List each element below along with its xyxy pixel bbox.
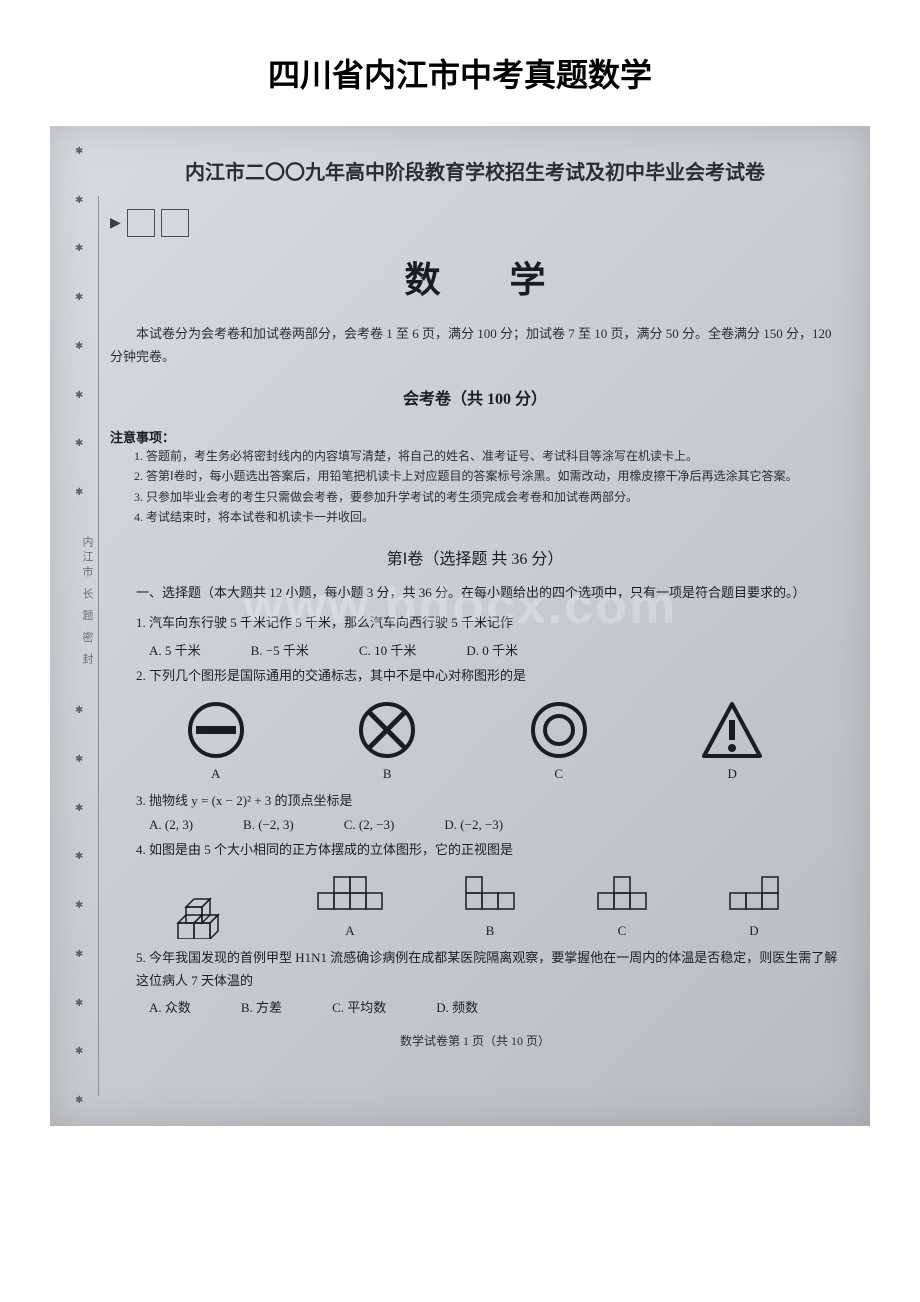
margin-x-icon: ✱: [75, 195, 95, 206]
option-a: A. (2, 3): [149, 817, 193, 833]
option-b: B. 方差: [241, 997, 282, 1016]
front-view-icon: [462, 873, 518, 917]
id-box: [127, 209, 155, 237]
shape-label: A: [211, 766, 220, 782]
part-title: 第Ⅰ卷（选择题 共 36 分）: [110, 527, 840, 579]
margin-x-icon: ✱: [75, 341, 95, 352]
option-a: A. 众数: [149, 997, 191, 1016]
option-d: D. 频数: [436, 997, 478, 1016]
notice-label: 注意事项：: [110, 421, 840, 446]
margin-x-icon: ✱: [75, 949, 95, 960]
margin-x-icon: ✱: [75, 851, 95, 862]
notice-item: 1. 答题前，考生务必将密封线内的内容填写清楚，将自己的姓名、准考证号、考试科目…: [110, 446, 840, 466]
margin-x-icon: ✱: [75, 803, 95, 814]
shape-label: B: [486, 923, 495, 939]
option-c: C. 10 千米: [359, 640, 416, 659]
shape-label: B: [383, 766, 392, 782]
front-view-icon: [726, 873, 782, 917]
shape-c: C: [529, 700, 589, 782]
shape-label: C: [554, 766, 563, 782]
id-boxes: ▶: [110, 205, 840, 241]
option-c: C. 平均数: [332, 997, 386, 1016]
arrow-right-icon: ▶: [110, 215, 121, 232]
notice-item: 2. 答第Ⅰ卷时，每小题选出答案后，用铅笔把机读卡上对应题目的答案标号涂黑。如需…: [110, 466, 840, 486]
intro-text: 本试卷分为会考卷和加试卷两部分，会考卷 1 至 6 页，满分 100 分；加试卷…: [110, 318, 840, 373]
question-4-shapes: A B C: [110, 865, 840, 943]
question-4: 4. 如图是由 5 个大小相同的正方体摆成的立体图形，它的正视图是: [110, 835, 840, 864]
notice-item: 4. 考试结束时，将本试卷和机读卡一并收回。: [110, 507, 840, 527]
question-5-options: A. 众数 B. 方差 C. 平均数 D. 频数: [110, 995, 840, 1018]
question-1: 1. 汽车向东行驶 5 千米记作 5 千米，那么汽车向西行驶 5 千米记作: [110, 608, 840, 637]
shape-a: A: [186, 700, 246, 782]
section-title: 会考卷（共 100 分）: [110, 373, 840, 421]
question-3-options: A. (2, 3) B. (−2, 3) C. (2, −3) D. (−2, …: [110, 815, 840, 835]
shape-b: B: [357, 700, 417, 782]
question-2: 2. 下列几个图形是国际通用的交通标志，其中不是中心对称图形的是: [110, 661, 840, 690]
view-d: D: [726, 873, 782, 939]
margin-x-icon: ✱: [75, 705, 95, 716]
shape-d: D: [700, 700, 764, 782]
page-footer: 数学试卷第 1 页（共 10 页）: [110, 1018, 840, 1049]
view-a: A: [314, 873, 386, 939]
front-view-icon: [314, 873, 386, 917]
margin-x-icon: ✱: [75, 292, 95, 303]
margin-seal-text: 内江市 长 题 密 封: [75, 536, 95, 668]
option-b: B. (−2, 3): [243, 817, 294, 833]
margin-marks: ✱ ✱ ✱ ✱ ✱ ✱ ✱ ✱ 内江市 长 题 密 封 ✱ ✱ ✱ ✱ ✱ ✱ …: [75, 146, 95, 1106]
subject-title: 数 学: [140, 241, 840, 318]
shape-label: D: [749, 923, 758, 939]
id-box: [161, 209, 189, 237]
margin-x-icon: ✱: [75, 1095, 95, 1106]
notice-item: 3. 只参加毕业会考的考生只需做会考卷，要参加升学考试的考生须完成会考卷和加试卷…: [110, 487, 840, 507]
view-b: B: [462, 873, 518, 939]
margin-x-icon: ✱: [75, 1046, 95, 1057]
margin-x-icon: ✱: [75, 438, 95, 449]
margin-x-icon: ✱: [75, 754, 95, 765]
margin-x-icon: ✱: [75, 998, 95, 1009]
shape-label: C: [618, 923, 627, 939]
seal-line: [98, 196, 99, 1096]
margin-x-icon: ✱: [75, 390, 95, 401]
question-2-shapes: A B C D: [110, 690, 840, 786]
warning-triangle-icon: [700, 700, 764, 760]
question-3: 3. 抛物线 y = (x − 2)² + 3 的顶点坐标是: [110, 786, 840, 815]
option-c: C. (2, −3): [344, 817, 395, 833]
cube-stack-icon: [168, 883, 238, 939]
shape-label: D: [728, 766, 737, 782]
front-view-icon: [594, 873, 650, 917]
option-d: D. (−2, −3): [444, 817, 503, 833]
option-b: B. −5 千米: [251, 640, 309, 659]
option-d: D. 0 千米: [466, 640, 518, 659]
question-group-title: 一、选择题（本大题共 12 小题，每小题 3 分，共 36 分。在每小题给出的四…: [110, 579, 840, 608]
no-stopping-icon: [357, 700, 417, 760]
view-c: C: [594, 873, 650, 939]
no-entry-icon: [186, 700, 246, 760]
margin-x-icon: ✱: [75, 146, 95, 157]
exam-header: 内江市二〇〇九年高中阶段教育学校招生考试及初中毕业会考试卷: [110, 146, 840, 205]
question-1-options: A. 5 千米 B. −5 千米 C. 10 千米 D. 0 千米: [110, 638, 840, 661]
margin-x-icon: ✱: [75, 487, 95, 498]
margin-x-icon: ✱: [75, 243, 95, 254]
margin-x-icon: ✱: [75, 900, 95, 911]
question-5: 5. 今年我国发现的首例甲型 H1N1 流感确诊病例在成都某医院隔离观察，要掌握…: [110, 943, 840, 996]
shape-label: A: [345, 923, 354, 939]
solid-figure: [168, 883, 238, 939]
option-a: A. 5 千米: [149, 640, 201, 659]
scanned-page: www.bdocx.com ✱ ✱ ✱ ✱ ✱ ✱ ✱ ✱ 内江市 长 题 密 …: [50, 126, 870, 1126]
page-title: 四川省内江市中考真题数学: [0, 0, 920, 126]
ring-icon: [529, 700, 589, 760]
